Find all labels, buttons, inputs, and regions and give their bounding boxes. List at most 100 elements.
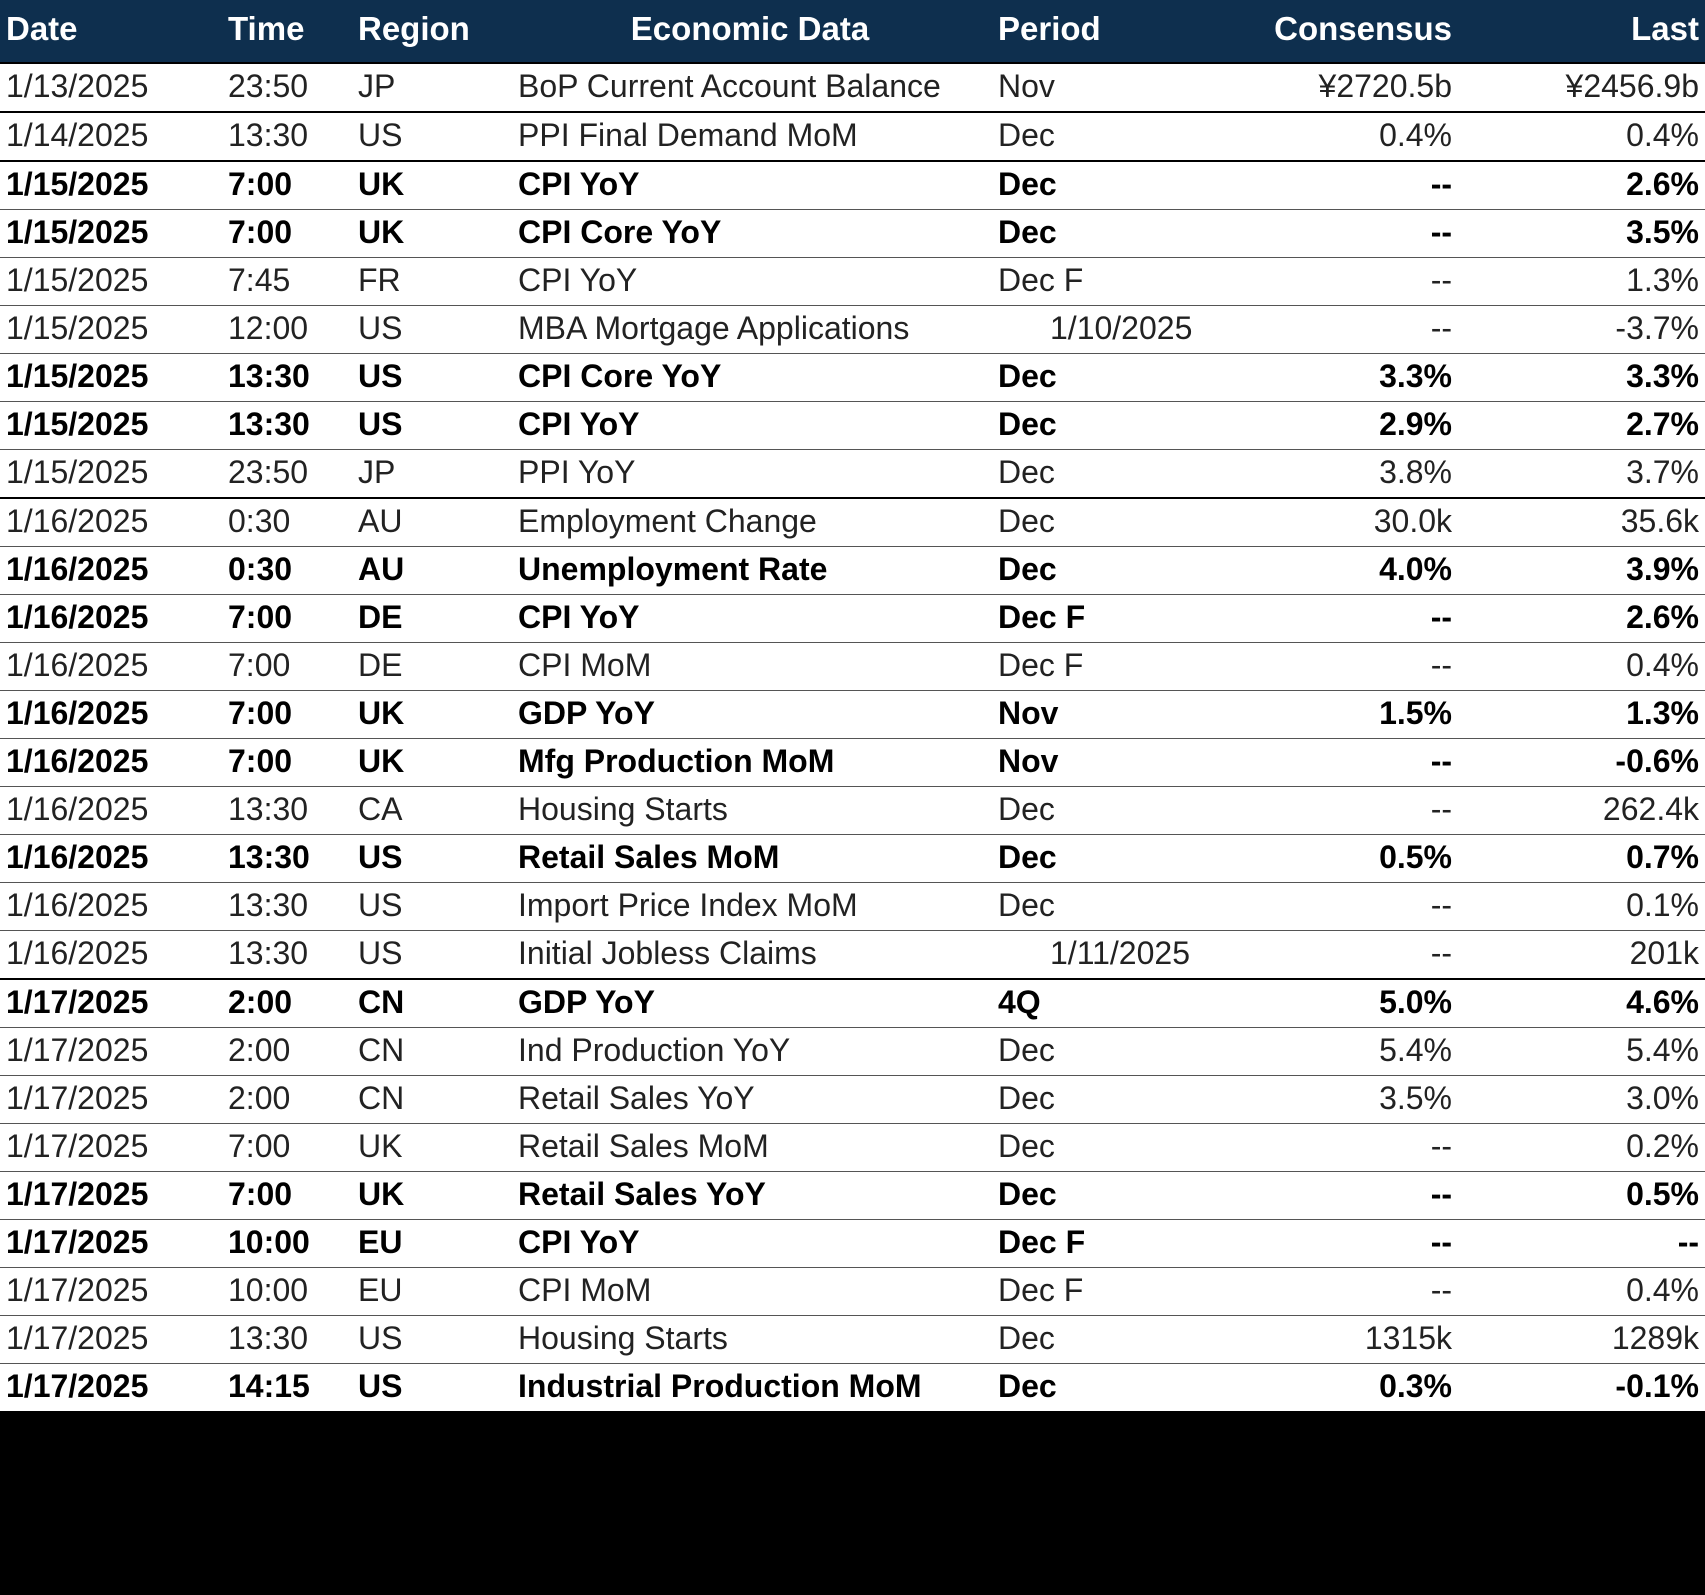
cell-econ: CPI YoY — [510, 1220, 990, 1268]
cell-econ: Import Price Index MoM — [510, 883, 990, 931]
cell-consensus: 0.4% — [1200, 112, 1460, 161]
cell-consensus: 0.3% — [1200, 1364, 1460, 1413]
cell-consensus: -- — [1200, 306, 1460, 354]
cell-period: Dec F — [990, 1220, 1200, 1268]
cell-time: 13:30 — [220, 931, 350, 980]
cell-consensus: 1315k — [1200, 1316, 1460, 1364]
cell-period: Dec — [990, 1124, 1200, 1172]
cell-time: 10:00 — [220, 1268, 350, 1316]
table-row: 1/17/202510:00EUCPI MoMDec F--0.4% — [0, 1268, 1705, 1316]
cell-consensus: 5.4% — [1200, 1028, 1460, 1076]
economic-calendar: Date Time Region Economic Data Period Co… — [0, 0, 1705, 1453]
cell-time: 7:00 — [220, 210, 350, 258]
cell-last: -0.1% — [1460, 1364, 1705, 1413]
table-row: 1/17/20252:00CNRetail Sales YoYDec3.5%3.… — [0, 1076, 1705, 1124]
cell-date: 1/15/2025 — [0, 402, 220, 450]
cell-region: CN — [350, 1076, 510, 1124]
cell-region: DE — [350, 595, 510, 643]
cell-period: Dec — [990, 450, 1200, 499]
cell-date: 1/17/2025 — [0, 1172, 220, 1220]
cell-consensus: 2.9% — [1200, 402, 1460, 450]
table-row: 1/16/20250:30AUUnemployment RateDec4.0%3… — [0, 547, 1705, 595]
cell-econ: Mfg Production MoM — [510, 739, 990, 787]
cell-last: 0.4% — [1460, 1268, 1705, 1316]
cell-consensus: -- — [1200, 595, 1460, 643]
cell-time: 7:00 — [220, 691, 350, 739]
cell-date: 1/16/2025 — [0, 739, 220, 787]
cell-date: 1/15/2025 — [0, 258, 220, 306]
cell-consensus: -- — [1200, 1268, 1460, 1316]
cell-region: FR — [350, 258, 510, 306]
cell-period: Dec — [990, 1316, 1200, 1364]
cell-region: EU — [350, 1268, 510, 1316]
table-row: 1/17/20257:00UKRetail Sales MoMDec--0.2% — [0, 1124, 1705, 1172]
cell-econ: Retail Sales YoY — [510, 1172, 990, 1220]
cell-consensus: -- — [1200, 883, 1460, 931]
cell-time: 7:00 — [220, 739, 350, 787]
cell-region: US — [350, 112, 510, 161]
cell-period: Nov — [990, 739, 1200, 787]
cell-time: 13:30 — [220, 835, 350, 883]
cell-period: Dec — [990, 1172, 1200, 1220]
cell-last: 1.3% — [1460, 258, 1705, 306]
cell-date: 1/16/2025 — [0, 547, 220, 595]
cell-last: 5.4% — [1460, 1028, 1705, 1076]
cell-consensus: 5.0% — [1200, 979, 1460, 1028]
table-row: 1/16/202513:30USInitial Jobless Claims1/… — [0, 931, 1705, 980]
table-row: 1/16/20257:00DECPI MoMDec F--0.4% — [0, 643, 1705, 691]
col-header-econ: Economic Data — [510, 0, 990, 63]
table-row: 1/13/202523:50JPBoP Current Account Bala… — [0, 63, 1705, 112]
cell-region: EU — [350, 1220, 510, 1268]
cell-period: Dec — [990, 402, 1200, 450]
cell-period: Nov — [990, 63, 1200, 112]
cell-period: Dec — [990, 787, 1200, 835]
cell-last: 4.6% — [1460, 979, 1705, 1028]
cell-date: 1/16/2025 — [0, 787, 220, 835]
cell-time: 7:00 — [220, 1172, 350, 1220]
cell-last: 1289k — [1460, 1316, 1705, 1364]
cell-consensus: -- — [1200, 1124, 1460, 1172]
table-row: 1/16/20257:00DECPI YoYDec F--2.6% — [0, 595, 1705, 643]
cell-period: Nov — [990, 691, 1200, 739]
cell-econ: CPI MoM — [510, 643, 990, 691]
cell-last: 0.1% — [1460, 883, 1705, 931]
table-row: 1/16/202513:30USImport Price Index MoMDe… — [0, 883, 1705, 931]
table-row: 1/17/202510:00EUCPI YoYDec F---- — [0, 1220, 1705, 1268]
cell-last: 3.7% — [1460, 450, 1705, 499]
table-row: 1/16/202513:30USRetail Sales MoMDec0.5%0… — [0, 835, 1705, 883]
cell-last: 201k — [1460, 931, 1705, 980]
cell-consensus: 3.3% — [1200, 354, 1460, 402]
cell-econ: GDP YoY — [510, 691, 990, 739]
cell-time: 7:00 — [220, 161, 350, 210]
cell-last: 0.4% — [1460, 643, 1705, 691]
cell-date: 1/17/2025 — [0, 1316, 220, 1364]
cell-date: 1/16/2025 — [0, 498, 220, 547]
cell-region: CN — [350, 1028, 510, 1076]
cell-econ: Housing Starts — [510, 1316, 990, 1364]
cell-period: Dec — [990, 883, 1200, 931]
cell-time: 2:00 — [220, 1028, 350, 1076]
table-row: 1/16/20257:00UKMfg Production MoMNov---0… — [0, 739, 1705, 787]
cell-econ: Ind Production YoY — [510, 1028, 990, 1076]
cell-region: JP — [350, 450, 510, 499]
cell-time: 7:00 — [220, 643, 350, 691]
cell-last: 0.4% — [1460, 112, 1705, 161]
cell-date: 1/17/2025 — [0, 1028, 220, 1076]
cell-date: 1/15/2025 — [0, 161, 220, 210]
table-row: 1/15/20257:45FRCPI YoYDec F--1.3% — [0, 258, 1705, 306]
cell-period: Dec F — [990, 595, 1200, 643]
cell-region: US — [350, 883, 510, 931]
cell-period: Dec — [990, 498, 1200, 547]
cell-econ: Housing Starts — [510, 787, 990, 835]
cell-region: US — [350, 835, 510, 883]
cell-last: ¥2456.9b — [1460, 63, 1705, 112]
col-header-period: Period — [990, 0, 1200, 63]
cell-time: 13:30 — [220, 112, 350, 161]
cell-consensus: -- — [1200, 1172, 1460, 1220]
table-header: Date Time Region Economic Data Period Co… — [0, 0, 1705, 63]
cell-region: US — [350, 402, 510, 450]
cell-region: UK — [350, 1124, 510, 1172]
cell-consensus: -- — [1200, 787, 1460, 835]
cell-econ: PPI YoY — [510, 450, 990, 499]
cell-period: Dec F — [990, 1268, 1200, 1316]
